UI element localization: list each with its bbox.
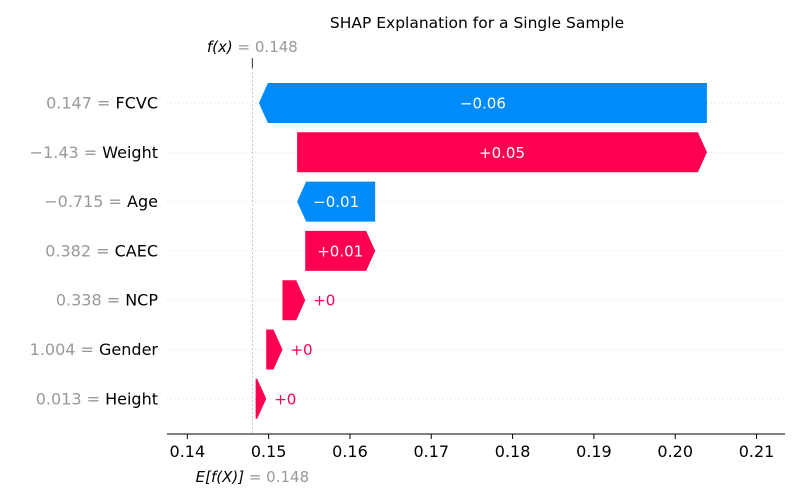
x-tick-label: 0.14 (170, 442, 206, 461)
feature-name: NCP (125, 291, 158, 310)
x-tick-label: 0.20 (657, 442, 693, 461)
x-tick-label: 0.16 (332, 442, 368, 461)
feature-label: 0.338 = NCP (56, 291, 159, 310)
feature-value: −1.43 = (30, 143, 103, 162)
feature-label: 1.004 = Gender (30, 340, 159, 359)
bar-value-label: +0 (313, 292, 335, 310)
waterfall-bar-weight (297, 132, 707, 173)
feature-name: FCVC (116, 94, 159, 113)
waterfall-bar-gender (266, 329, 283, 370)
feature-name: CAEC (115, 241, 158, 260)
feature-name: Gender (99, 340, 158, 359)
waterfall-bar-age (297, 181, 376, 222)
chart-title: SHAP Explanation for a Single Sample (330, 14, 624, 32)
base-label-value: = 0.148 (244, 468, 309, 486)
base-value-label: E[f(X)] = 0.148 (196, 468, 310, 486)
feature-label: −0.715 = Age (44, 192, 158, 211)
feature-value: 0.338 = (56, 291, 125, 310)
waterfall-bar-fcvc (258, 83, 707, 123)
base-label-name: E[f(X)] (196, 468, 245, 486)
feature-labels: 0.147 = FCVC −1.43 = Weight −0.715 = Age 0.… (30, 94, 159, 409)
bar-value-label: +0 (274, 390, 296, 408)
waterfall-bar-caec (305, 230, 376, 271)
feature-label: −1.43 = Weight (30, 143, 158, 162)
x-tick-label: 0.19 (576, 442, 612, 461)
bar-value-label: +0.01 (317, 242, 363, 260)
feature-value: 0.013 = (36, 389, 105, 408)
bar-value-label: +0.05 (479, 144, 525, 162)
waterfall-bar-height (255, 378, 267, 419)
feature-name: Age (127, 192, 158, 211)
bar-value-label: −0.06 (460, 95, 506, 113)
bar-layer: −0.06 +0.05 −0.01 +0.01 +0 +0 +0 (255, 83, 707, 419)
bar-value-label: −0.01 (313, 193, 359, 211)
x-tick-label: 0.15 (251, 442, 287, 461)
reference-lines: f(x) = 0.148 (207, 38, 298, 434)
fx-label-value: = 0.148 (233, 38, 298, 56)
feature-name: Weight (102, 143, 158, 162)
feature-label: 0.013 = Height (36, 389, 158, 408)
feature-value: 1.004 = (30, 340, 99, 359)
x-axis: 0.14 0.15 0.16 0.17 0.18 0.19 0.20 0.21 E[f(X)] … (167, 433, 785, 486)
fx-label: f(x) = 0.148 (207, 38, 298, 56)
x-tick-label: 0.17 (413, 442, 449, 461)
x-tick-label: 0.21 (739, 442, 775, 461)
feature-label: 0.382 = CAEC (45, 241, 158, 260)
bar-value-label: +0 (290, 341, 312, 359)
fx-label-name: f(x) (207, 38, 233, 56)
feature-label: 0.147 = FCVC (46, 94, 158, 113)
x-tick-label: 0.18 (495, 442, 531, 461)
waterfall-bar-ncp (282, 280, 306, 321)
feature-value: 0.147 = (46, 94, 115, 113)
feature-value: 0.382 = (45, 241, 114, 260)
feature-name: Height (105, 389, 158, 408)
feature-value: −0.715 = (44, 192, 127, 211)
